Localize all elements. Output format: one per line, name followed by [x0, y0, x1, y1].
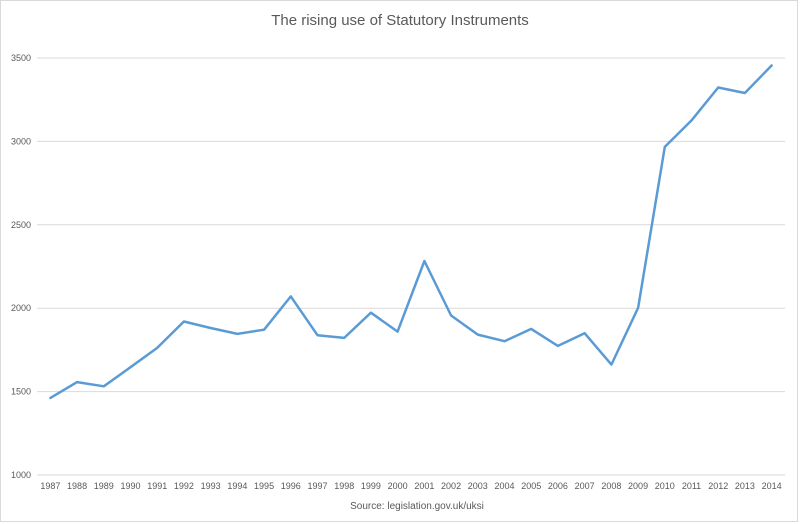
- x-tick-label: 1993: [201, 481, 221, 491]
- x-tick-label: 1999: [361, 481, 381, 491]
- x-tick-label: 1992: [174, 481, 194, 491]
- x-tick-label: 1996: [281, 481, 301, 491]
- y-tick-label: 3000: [11, 136, 31, 146]
- x-tick-label: 2011: [682, 481, 701, 491]
- x-tick-label: 1998: [334, 481, 354, 491]
- x-tick-label: 2014: [762, 481, 782, 491]
- x-tick-label: 2013: [735, 481, 755, 491]
- gridlines: [37, 57, 785, 476]
- series-layer: [49, 64, 773, 400]
- x-tick-label: 1995: [254, 481, 274, 491]
- x-tick-label: 2004: [494, 481, 514, 491]
- y-axis-ticks: 1000 1500 2000 2500 3000 3500: [11, 53, 31, 480]
- x-tick-label: 2009: [628, 481, 648, 491]
- x-tick-label: 1991: [147, 481, 167, 491]
- x-tick-label: 2007: [575, 481, 595, 491]
- x-tick-label: 1987: [40, 481, 60, 491]
- x-tick-label: 1994: [227, 481, 247, 491]
- x-tick-label: 2008: [601, 481, 621, 491]
- x-tick-label: 1989: [94, 481, 114, 491]
- x-tick-label: 2003: [468, 481, 488, 491]
- y-tick-label: 1000: [11, 470, 31, 480]
- x-tick-label: 2002: [441, 481, 461, 491]
- x-tick-label: 2005: [521, 481, 541, 491]
- series-line: [49, 64, 773, 400]
- y-tick-label: 2000: [11, 303, 31, 313]
- x-tick-label: 2000: [388, 481, 408, 491]
- x-tick-label: 2001: [414, 481, 434, 491]
- x-axis-ticks: 1987 1988 1989 1990 1991 1992 1993 1994 1995 1996…: [40, 481, 781, 491]
- chart-title: The rising use of Statutory Instruments: [271, 12, 529, 29]
- x-tick-label: 1997: [307, 481, 327, 491]
- x-tick-label: 1988: [67, 481, 87, 491]
- x-tick-label: 2010: [655, 481, 675, 491]
- source-note: Source: legislation.gov.uk/uksi: [350, 501, 484, 512]
- x-tick-label: 2012: [708, 481, 728, 491]
- y-tick-label: 1500: [11, 387, 31, 397]
- x-tick-label: 2006: [548, 481, 568, 491]
- y-tick-label: 3500: [11, 53, 31, 63]
- y-tick-label: 2500: [11, 220, 31, 230]
- x-tick-label: 1990: [120, 481, 140, 491]
